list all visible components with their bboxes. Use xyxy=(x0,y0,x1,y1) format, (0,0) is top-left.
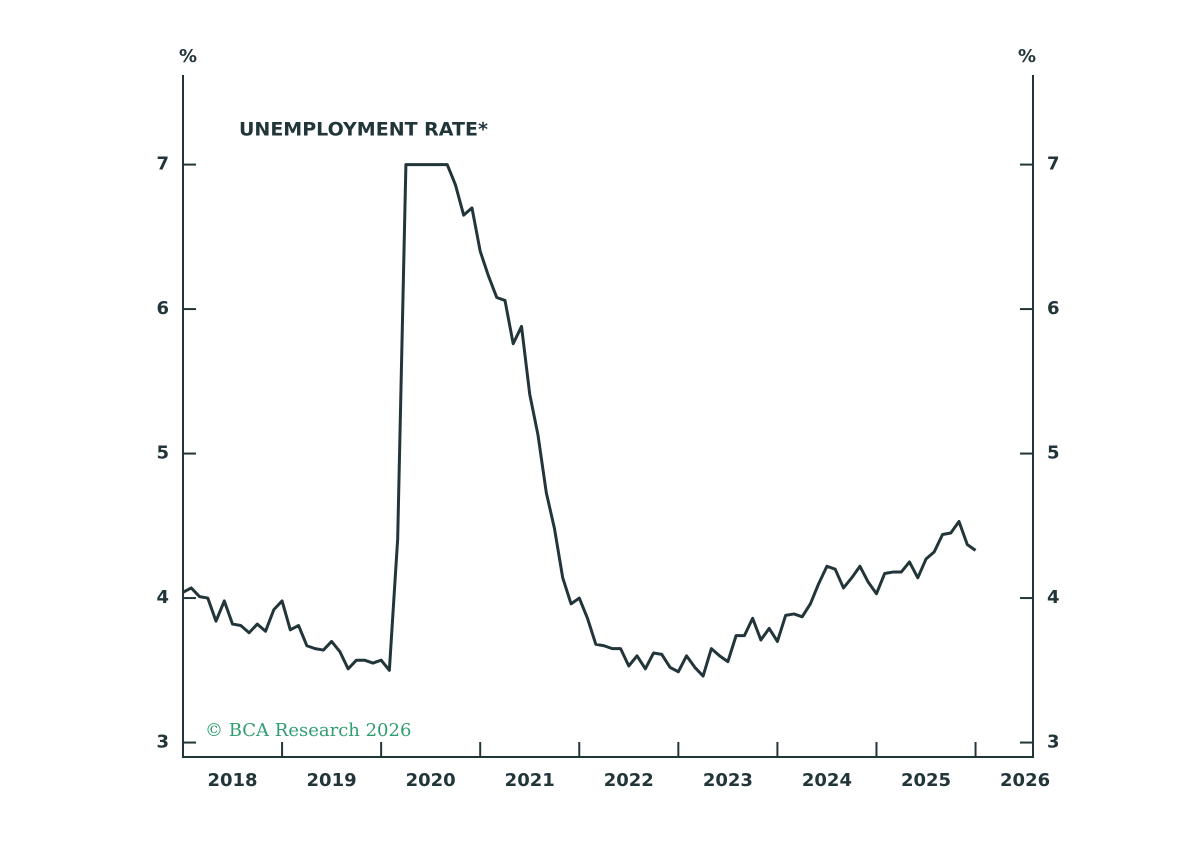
y2-axis-unit: % xyxy=(1018,46,1036,67)
y-tick-label: 4 xyxy=(156,587,169,608)
chart-title: UNEMPLOYMENT RATE* xyxy=(239,119,488,141)
y2-tick-label: 6 xyxy=(1047,298,1060,319)
y2-tick-label: 4 xyxy=(1047,587,1060,608)
data-line xyxy=(182,163,977,678)
y-axis-unit: % xyxy=(179,46,197,67)
x-tick-label: 2019 xyxy=(307,770,357,791)
x-tick-label: 2026 xyxy=(1000,770,1050,791)
x-tick-label: 2021 xyxy=(505,770,555,791)
y-tick-label: 3 xyxy=(156,732,169,753)
y2-tick-label: 3 xyxy=(1047,732,1060,753)
x-tick-label: 2018 xyxy=(207,770,257,791)
y2-tick-label: 7 xyxy=(1047,154,1060,175)
x-tick-label: 2023 xyxy=(703,770,753,791)
y-tick-label: 7 xyxy=(156,154,169,175)
x-tick-label: 2022 xyxy=(604,770,654,791)
y-tick-label: 6 xyxy=(156,298,169,319)
x-tick-label: 2020 xyxy=(406,770,456,791)
plot-frame xyxy=(182,75,1034,758)
x-tick-label: 2024 xyxy=(802,770,852,791)
source-note: © BCA Research 2026 xyxy=(205,720,411,741)
y-tick-label: 5 xyxy=(156,443,169,464)
y2-tick-label: 5 xyxy=(1047,443,1060,464)
x-tick-label: 2025 xyxy=(901,770,951,791)
